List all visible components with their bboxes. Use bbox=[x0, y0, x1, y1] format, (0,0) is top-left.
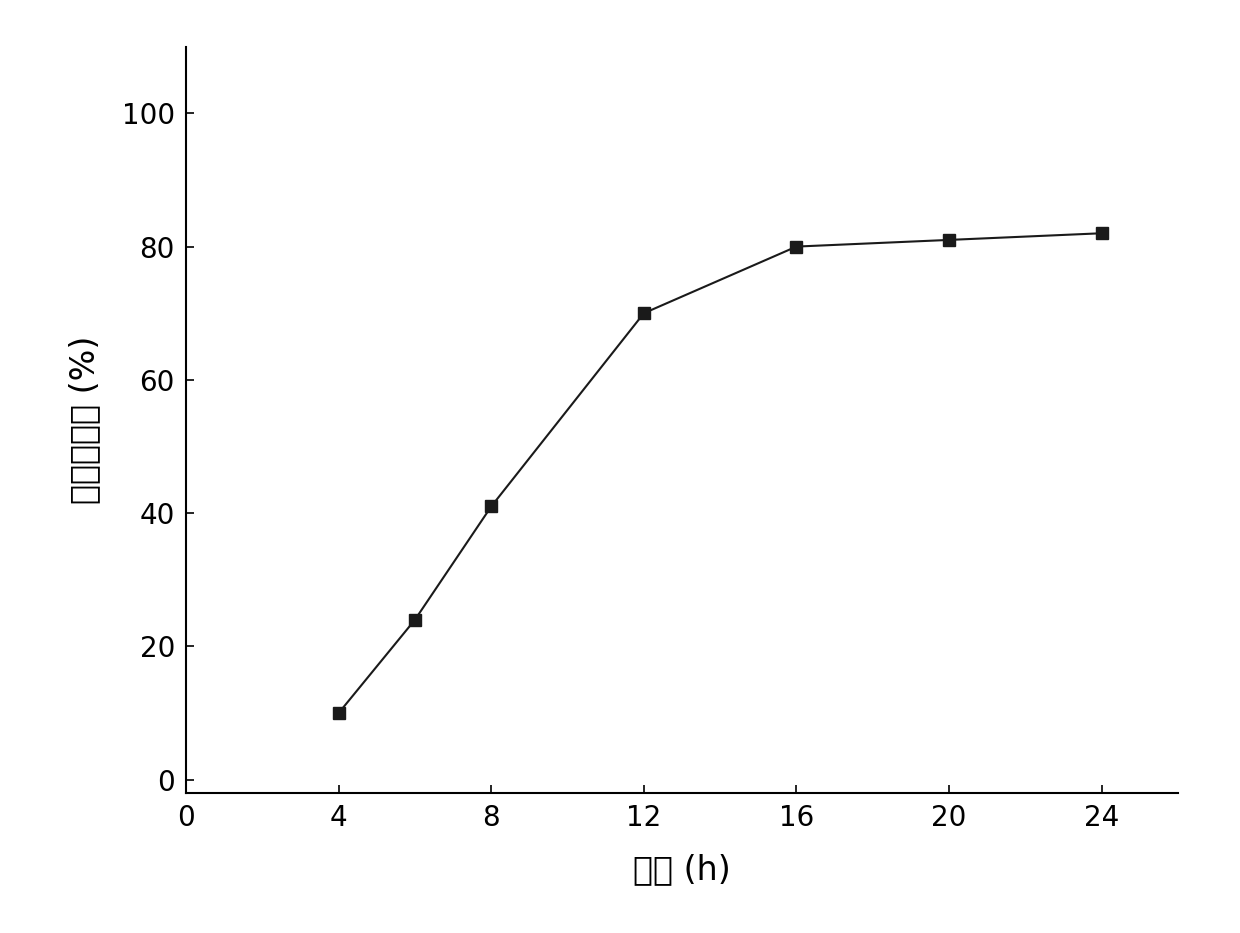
X-axis label: 时间 (h): 时间 (h) bbox=[634, 853, 730, 886]
Y-axis label: 累积释放度 (%): 累积释放度 (%) bbox=[68, 336, 100, 504]
